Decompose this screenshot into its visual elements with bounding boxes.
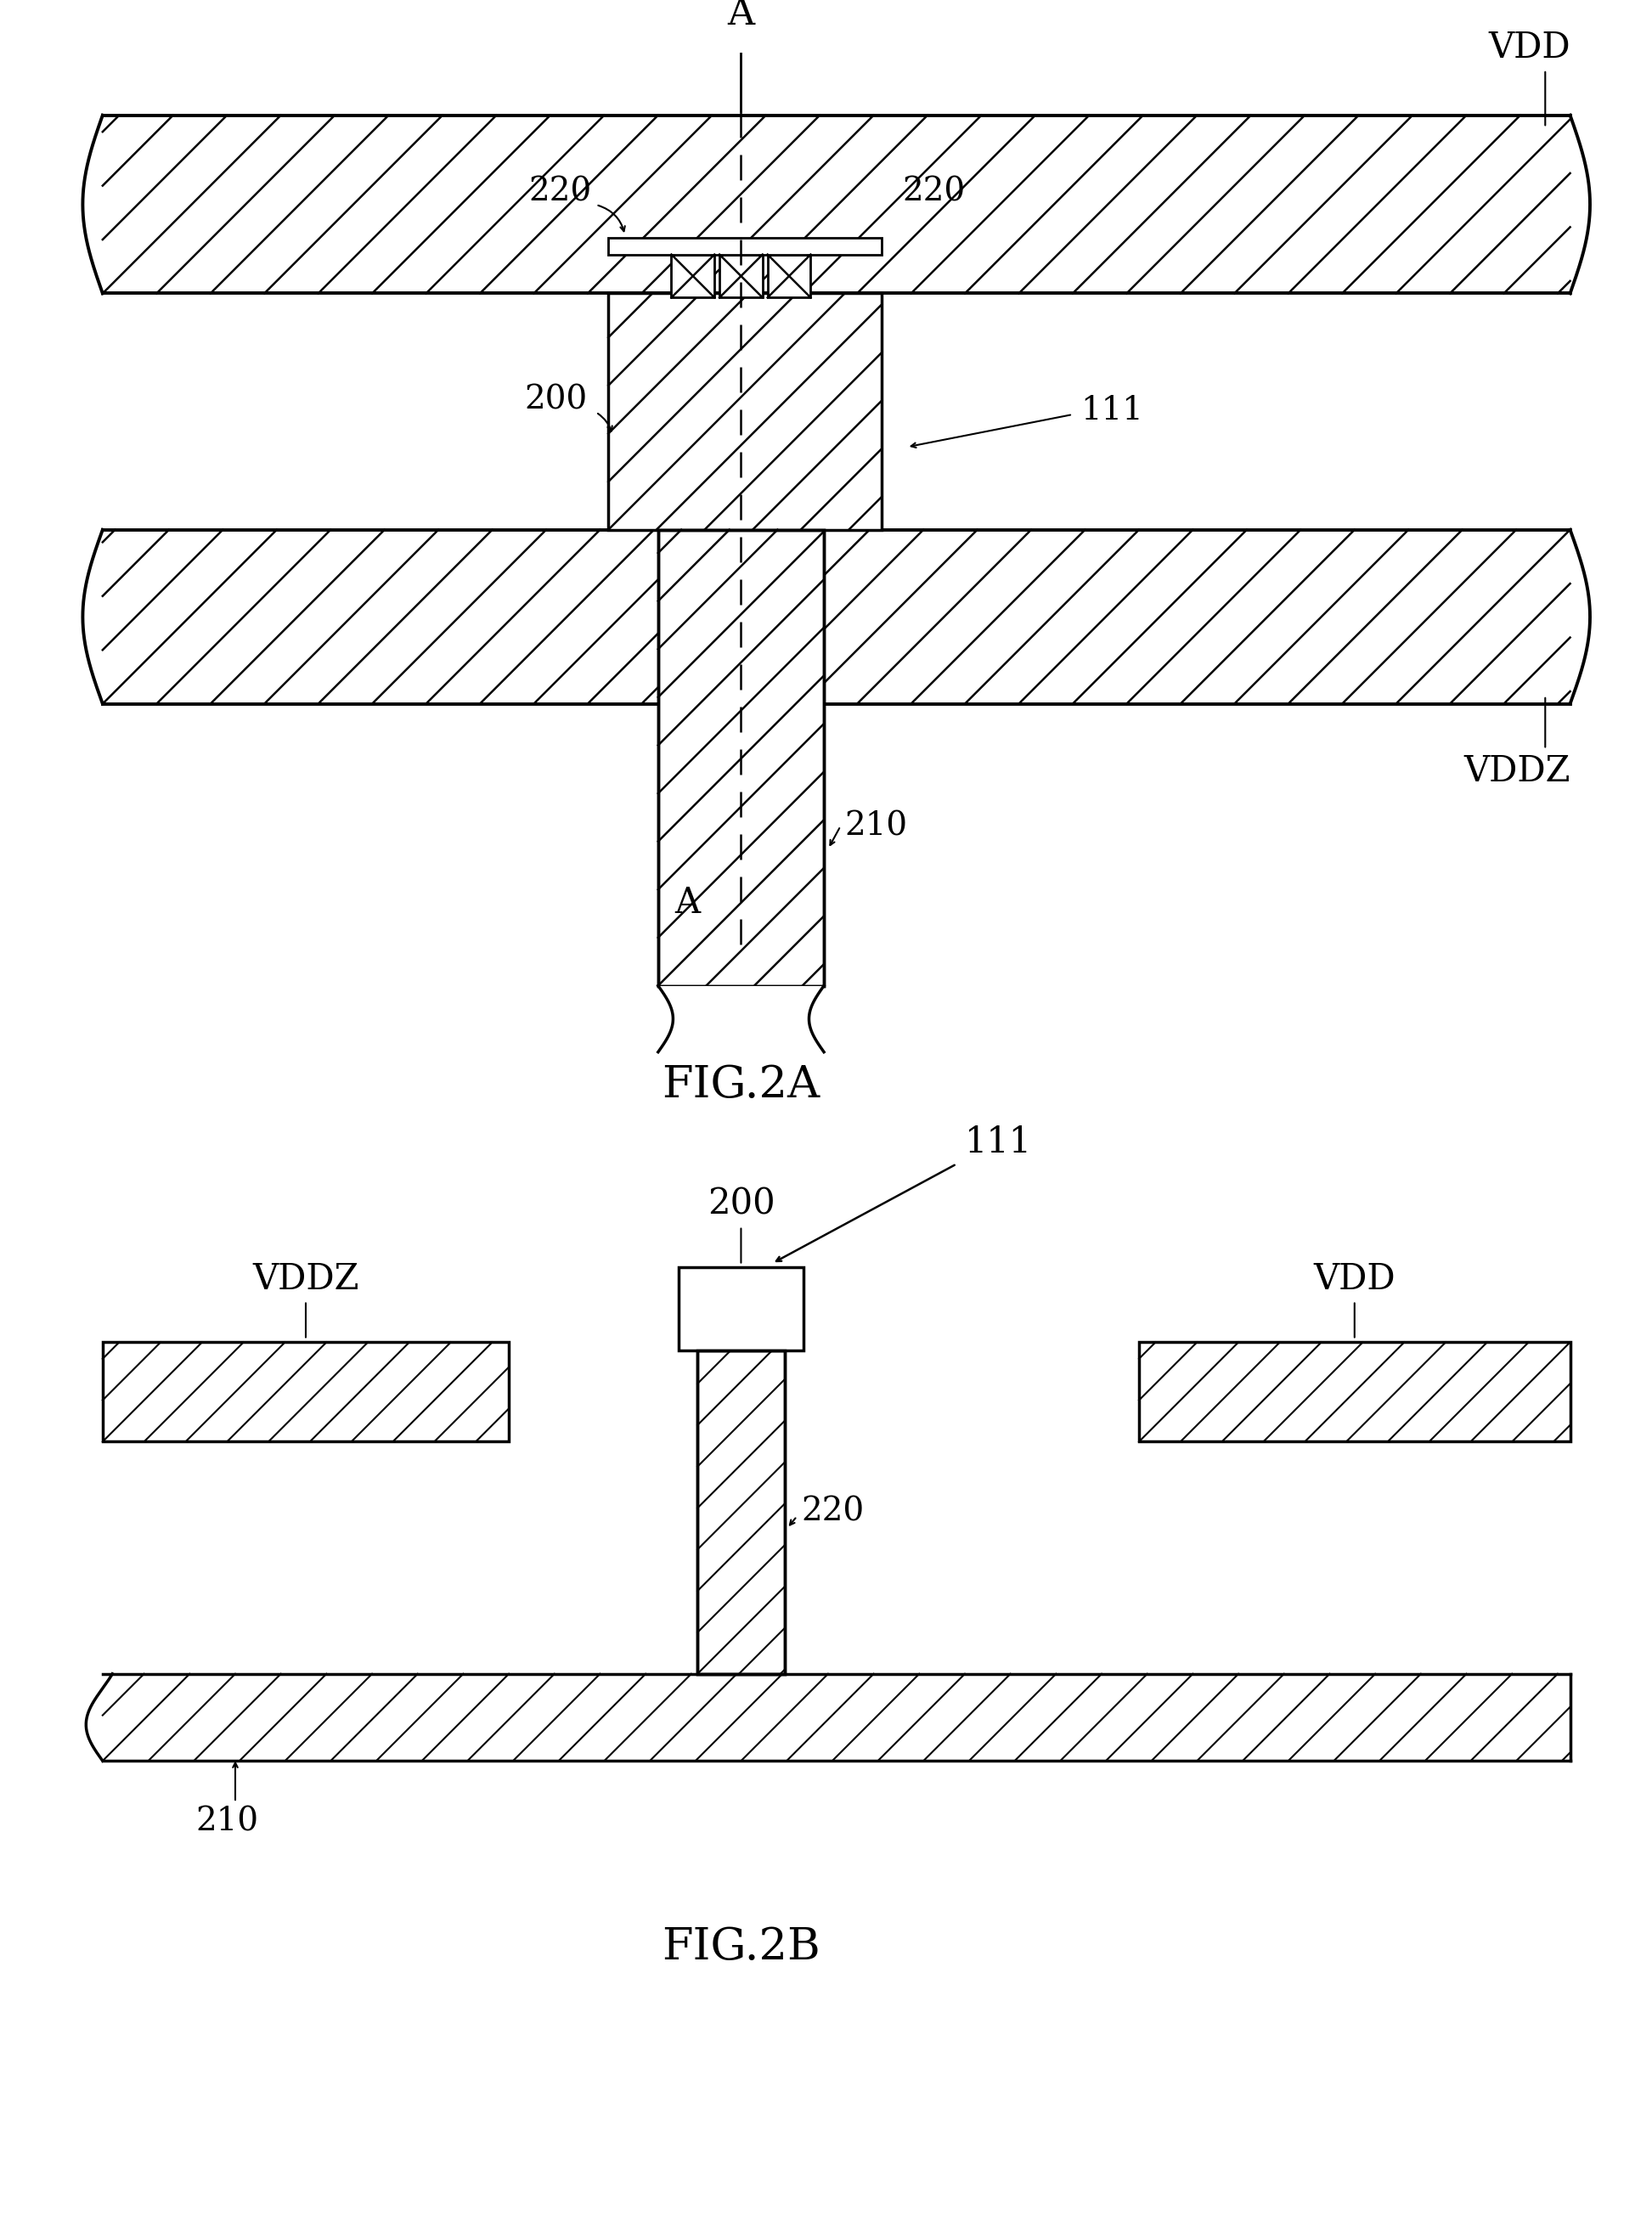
Text: FIG.2A: FIG.2A [662, 1064, 819, 1106]
Bar [720, 255, 763, 298]
Bar [608, 293, 882, 531]
Text: VDD: VDD [1488, 29, 1569, 64]
Bar [81, 531, 1591, 704]
Bar [697, 1350, 785, 1675]
Text: 111: 111 [965, 1124, 1032, 1159]
Text: 210: 210 [844, 811, 907, 842]
Text: 220: 220 [902, 178, 966, 209]
Bar [657, 531, 824, 986]
Text: 111: 111 [1080, 395, 1143, 426]
Bar [671, 255, 714, 298]
Bar [679, 1268, 803, 1350]
Text: 200: 200 [707, 1186, 775, 1222]
Text: 200: 200 [525, 384, 588, 415]
Text: A: A [727, 0, 755, 33]
Text: 210: 210 [195, 1806, 258, 1839]
Bar [657, 531, 824, 986]
Text: VDD: VDD [1313, 1262, 1396, 1297]
Text: VDDZ: VDDZ [253, 1262, 358, 1297]
Bar [608, 238, 882, 255]
Text: 220: 220 [801, 1497, 864, 1528]
Bar [657, 986, 824, 1057]
Bar [1138, 1341, 1569, 1441]
Bar [81, 115, 1591, 293]
Bar [768, 255, 811, 298]
Text: A: A [674, 884, 700, 922]
Bar [102, 1341, 509, 1441]
Bar [78, 1675, 1594, 1761]
Text: FIG.2B: FIG.2B [662, 1926, 821, 1970]
Bar [697, 1350, 785, 1675]
Text: VDDZ: VDDZ [1464, 753, 1569, 788]
Text: 220: 220 [529, 178, 591, 209]
